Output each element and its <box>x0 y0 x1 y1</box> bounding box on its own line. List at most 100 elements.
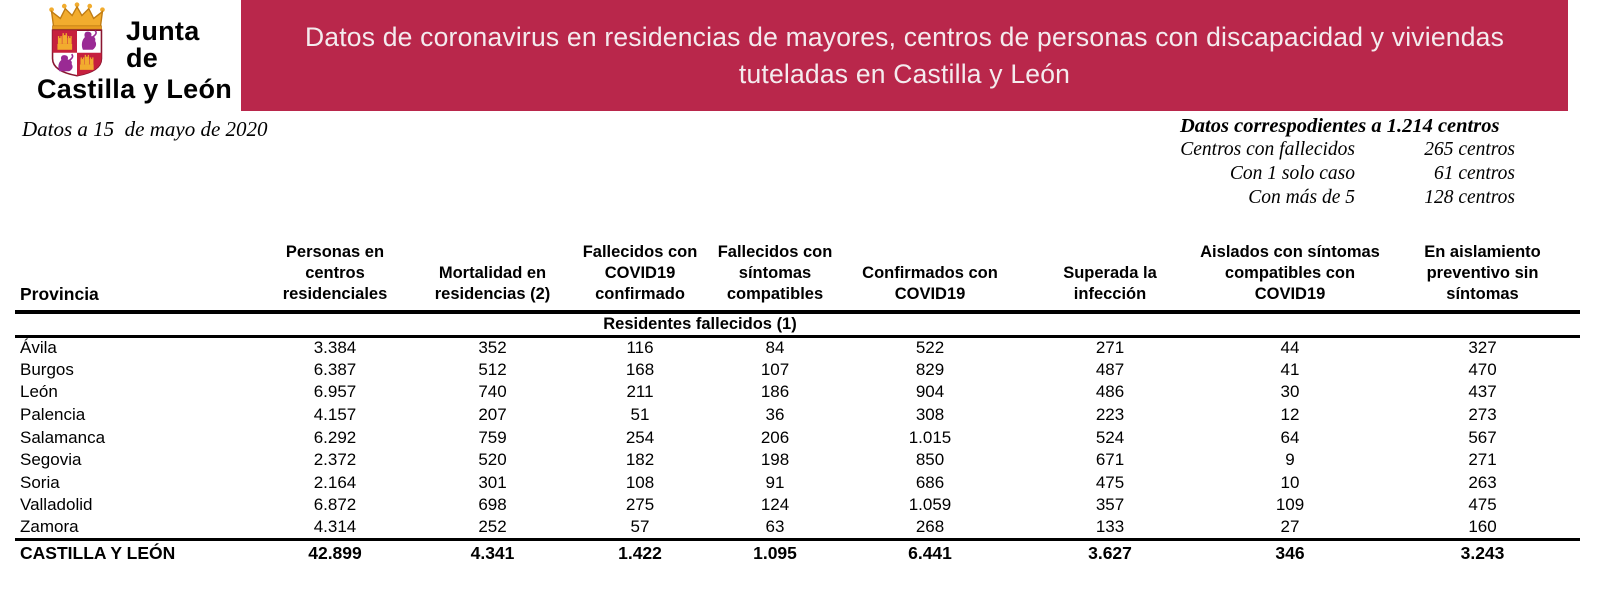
value-cell: 437 <box>1468 382 1497 402</box>
value-cell: 1.059 <box>908 495 952 515</box>
summary-row: Centros con fallecidos 265 centros <box>1180 138 1515 162</box>
value-cell: 3.384 <box>313 338 357 358</box>
table-row: Ávila 3.384 352 116 84 522 271 44 327 <box>15 336 1580 359</box>
value-cell: 271 <box>1468 450 1497 470</box>
value-cell: 9 <box>1285 450 1295 470</box>
total-value: 1.095 <box>715 537 835 567</box>
column-header: Fallecidos con COVID19 confirmado <box>565 242 715 314</box>
shield-icon <box>51 29 103 77</box>
column-header-provincia: Provincia <box>15 242 250 314</box>
province-cell: Ávila <box>20 338 57 358</box>
value-cell: 850 <box>915 450 945 470</box>
junta-logo: Junta de Castilla y León <box>32 2 237 103</box>
summary-row: Con más de 5 128 centros <box>1180 186 1515 210</box>
value-cell: 271 <box>1095 338 1125 358</box>
value-cell: 27 <box>1280 517 1300 537</box>
value-cell: 133 <box>1095 517 1125 537</box>
value-cell: 357 <box>1095 495 1125 515</box>
value-cell: 759 <box>478 427 507 447</box>
value-cell: 522 <box>915 338 945 358</box>
table-row: Burgos 6.387 512 168 107 829 487 41 470 <box>15 359 1580 382</box>
logo-text-line2: Castilla y León <box>36 74 233 104</box>
value-cell: 223 <box>1095 405 1125 425</box>
province-cell: Palencia <box>20 405 86 425</box>
province-cell: León <box>20 382 58 402</box>
value-cell: 6.872 <box>313 495 357 515</box>
value-cell: 520 <box>478 450 507 470</box>
centers-summary-title: Datos correspodientes a 1.214 centros <box>1180 115 1500 137</box>
total-label: CASTILLA Y LEÓN <box>15 537 250 567</box>
value-cell: 829 <box>915 359 945 379</box>
value-cell: 107 <box>760 359 790 379</box>
summary-value: 265 centros <box>1424 139 1515 160</box>
table-header-row: Provincia Personas en centros residencia… <box>15 242 1580 314</box>
value-cell: 51 <box>630 405 650 425</box>
table-row: Valladolid 6.872 698 275 124 1.059 357 109 475 <box>15 494 1580 517</box>
column-header: Fallecidos con síntomas compatibles <box>715 242 835 314</box>
value-cell: 671 <box>1095 450 1125 470</box>
column-header: Confirmados con COVID19 <box>835 242 1025 314</box>
castle-icon <box>57 33 73 50</box>
value-cell: 198 <box>760 450 790 470</box>
province-cell: Valladolid <box>20 495 93 515</box>
value-cell: 698 <box>478 495 507 515</box>
value-cell: 168 <box>625 359 655 379</box>
value-cell: 186 <box>760 382 790 402</box>
value-cell: 84 <box>765 338 785 358</box>
value-cell: 41 <box>1280 359 1300 379</box>
value-cell: 64 <box>1280 427 1300 447</box>
date-note: Datos a 15 de mayo de 2020 <box>22 117 268 141</box>
summary-value: 61 centros <box>1433 163 1515 184</box>
value-cell: 686 <box>915 472 945 492</box>
province-cell: Salamanca <box>20 427 106 447</box>
value-cell: 254 <box>625 427 655 447</box>
value-cell: 109 <box>1275 495 1305 515</box>
total-value: 3.243 <box>1385 537 1580 567</box>
total-value: 4.341 <box>420 537 565 567</box>
table-subheader-row: Residentes fallecidos (1) <box>15 312 1580 338</box>
summary-row: Con 1 solo caso 61 centros <box>1180 162 1515 186</box>
column-header: Aislados con síntomas compatibles con CO… <box>1195 242 1385 314</box>
value-cell: 475 <box>1468 495 1497 515</box>
subheader-residentes-fallecidos: Residentes fallecidos (1) <box>565 312 835 338</box>
summary-label: Con más de 5 <box>1248 187 1355 208</box>
column-header: En aislamiento preventivo sin síntomas <box>1385 242 1580 314</box>
value-cell: 512 <box>478 359 507 379</box>
value-cell: 4.314 <box>313 517 357 537</box>
value-cell: 30 <box>1280 382 1300 402</box>
total-value: 42.899 <box>250 537 420 567</box>
value-cell: 740 <box>478 382 507 402</box>
value-cell: 160 <box>1468 517 1497 537</box>
value-cell: 36 <box>765 405 785 425</box>
province-cell: Soria <box>20 472 60 492</box>
value-cell: 252 <box>478 517 507 537</box>
value-cell: 263 <box>1468 472 1497 492</box>
value-cell: 124 <box>760 495 790 515</box>
table-body: Ávila 3.384 352 116 84 522 271 44 327 Burgos 6.387… <box>15 336 1580 539</box>
value-cell: 6.387 <box>313 359 357 379</box>
value-cell: 352 <box>478 338 507 358</box>
table-row: Salamanca 6.292 759 254 206 1.015 524 64 567 <box>15 426 1580 449</box>
title-banner: Datos de coronavirus en residencias de m… <box>241 0 1568 111</box>
value-cell: 904 <box>915 382 945 402</box>
value-cell: 487 <box>1095 359 1125 379</box>
value-cell: 475 <box>1095 472 1125 492</box>
value-cell: 116 <box>626 338 654 358</box>
value-cell: 1.015 <box>908 427 952 447</box>
table-row: Zamora 4.314 252 57 63 268 133 27 160 <box>15 517 1580 540</box>
value-cell: 275 <box>625 495 655 515</box>
column-header: Superada la infección <box>1025 242 1195 314</box>
junta-crest-icon <box>49 2 105 77</box>
total-value: 6.441 <box>835 537 1025 567</box>
value-cell: 6.957 <box>313 382 357 402</box>
meta-row: Datos a 15 de mayo de 2020 Datos corresp… <box>0 111 1600 210</box>
table-total-row: CASTILLA Y LEÓN 42.899 4.341 1.422 1.095… <box>15 537 1580 567</box>
lion-icon <box>81 30 97 50</box>
value-cell: 2.164 <box>313 472 357 492</box>
value-cell: 91 <box>765 472 785 492</box>
crown-icon <box>49 2 105 30</box>
value-cell: 206 <box>760 427 790 447</box>
column-header: Personas en centros residenciales <box>250 242 420 314</box>
column-header: Mortalidad en residencias (2) <box>420 242 565 314</box>
table-row: Palencia 4.157 207 51 36 308 223 12 273 <box>15 404 1580 427</box>
